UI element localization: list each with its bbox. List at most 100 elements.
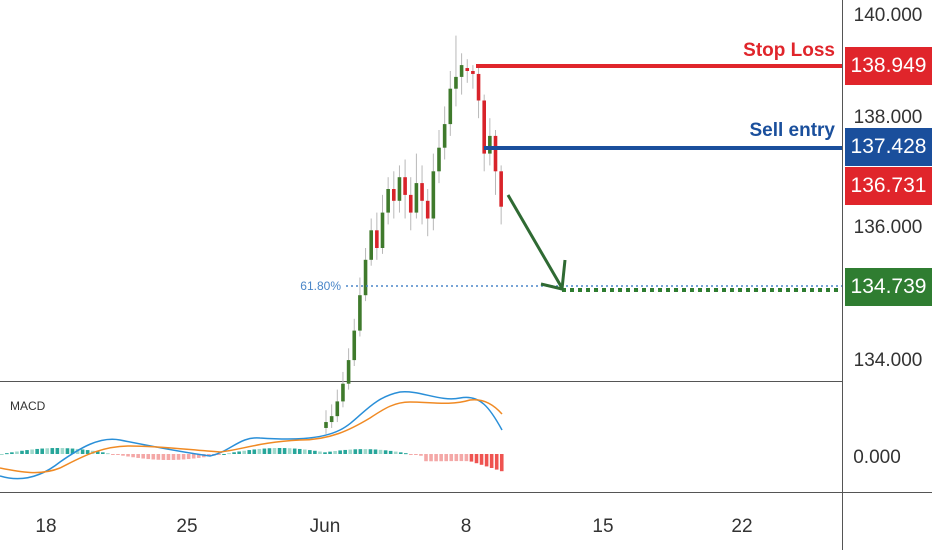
macd-bar [0,454,4,455]
y-tick-label: 136.000 [854,217,923,238]
macd-bar [217,454,221,455]
candle-body [380,212,385,248]
macd-bar [434,454,438,462]
y-tick-label: 140.000 [854,5,923,26]
candle-body [499,171,503,207]
macd-bar [363,449,368,454]
macd-bar [191,454,196,459]
y-tick-label: 138.000 [854,107,923,128]
macd-bar [252,449,257,454]
macd-line [0,391,503,480]
macd-bar [227,453,231,455]
macd-label: MACD [10,399,46,413]
macd-bar [459,454,464,462]
macd-bar [85,450,90,454]
macd-bar [55,448,60,454]
x-tick-label: 15 [592,516,613,537]
macd-bar [297,448,302,454]
macd-bar [449,454,454,462]
macd-bar [166,454,171,460]
x-tick-label: 22 [731,516,752,537]
macd-bar [106,453,110,455]
macd-bar [156,454,161,460]
macd-bar [267,448,272,454]
y-tick-label: 134.000 [854,350,923,371]
macd-bar [494,454,499,470]
macd-bar [429,454,433,462]
macd-bar [121,454,125,456]
macd-bar [424,454,428,462]
candle-body [431,171,436,219]
macd-bar [131,454,135,458]
macd-bar [287,448,292,454]
candle-body [425,200,430,219]
macd-bar [50,448,55,454]
candle-body [482,100,486,154]
macd-bar [454,454,459,462]
macd-bar [45,448,50,454]
candle-body [420,183,424,201]
candle-body [346,360,351,384]
macd-bar [303,449,307,454]
x-tick-label: 25 [176,516,197,537]
macd-bar [10,452,14,454]
macd-bar [398,452,403,454]
macd-bar [282,448,287,454]
macd-bar [464,454,469,462]
candle-body [454,76,458,89]
current-price-tag: 136.731 [845,167,932,205]
candle-body [459,65,464,77]
candle-body [403,177,407,195]
macd-bar [146,454,151,460]
macd-bar [373,449,378,454]
macd-bar [338,450,342,454]
candle-body [465,68,470,71]
macd-bar [313,450,317,454]
macd-bar [358,449,363,454]
x-tick-label: Jun [310,516,341,537]
arrow-head-icon [540,259,567,291]
macd-bar [60,448,65,454]
macd-bar [35,448,39,454]
macd-bar [116,454,120,455]
macd-bar [439,454,443,462]
candle-body [352,330,357,361]
x-tick-label: 18 [35,516,56,537]
candle-body [341,383,345,402]
candle-body [386,189,390,213]
macd-bar [5,453,9,455]
candle-body [335,401,340,417]
macd-bar [419,454,423,456]
macd-bar [247,450,252,454]
macd-bar [308,450,312,454]
macd-bar [343,449,347,454]
x-tick-label: 8 [461,516,472,537]
candle-body [442,124,447,148]
macd-bar [196,454,201,458]
macd-y-tick: 0.000 [853,447,901,468]
macd-bar [25,450,29,454]
macd-bar [186,454,191,460]
macd-bar [444,454,448,462]
candle-body [363,259,368,296]
macd-bar [393,451,398,454]
down-arrow-shaft [506,194,564,289]
macd-bar [404,453,408,455]
macd-bar [30,449,34,454]
macd-bar [409,454,413,455]
macd-bar [479,454,484,465]
candle-body [324,422,328,428]
macd-bar [318,451,322,454]
macd-bar [348,449,353,454]
macd-bar [95,451,100,454]
macd-bar [368,449,373,454]
candle-body [375,230,379,248]
macd-bar [474,454,479,464]
macd-bar [388,450,393,454]
macd-bar [328,451,332,454]
macd-bar [414,454,418,455]
candle-body [471,71,475,74]
macd-bar [489,454,494,468]
candle-body [414,183,419,213]
